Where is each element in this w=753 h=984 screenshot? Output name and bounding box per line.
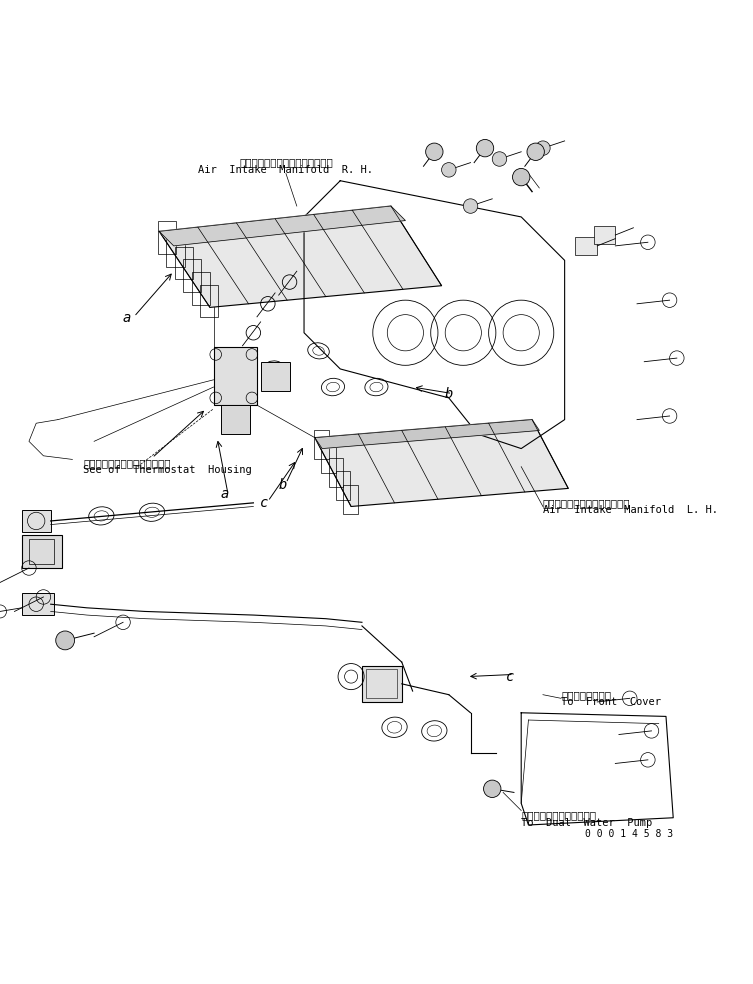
Text: c: c [506, 669, 514, 684]
Bar [166, 234, 184, 267]
Text: フロントカバーヘ: フロントカバーヘ [561, 690, 611, 700]
Bar [192, 273, 210, 305]
Text: 0 0 0 1 4 5 8 3: 0 0 0 1 4 5 8 3 [585, 830, 673, 839]
Circle shape [527, 143, 544, 160]
Bar [314, 430, 328, 460]
Text: To  Dual  Water  Pump: To Dual Water Pump [521, 818, 652, 828]
Text: Air  Intake  Manifold  R. H.: Air Intake Manifold R. H. [199, 165, 373, 175]
Bar [336, 471, 350, 500]
Circle shape [425, 143, 443, 160]
Text: See of  Thermostat  Housing: See of Thermostat Housing [84, 465, 252, 475]
Polygon shape [159, 206, 405, 246]
Text: エアーインテークマニホールド右: エアーインテークマニホールド右 [239, 157, 333, 167]
Text: サーモスタットハウジング参照: サーモスタットハウジング参照 [84, 458, 171, 468]
Bar [365, 669, 398, 699]
Text: デュアルウォータポンプヘ: デュアルウォータポンプヘ [521, 811, 596, 821]
Circle shape [441, 162, 456, 177]
Bar [22, 510, 50, 531]
Text: エアーインテークマニホール左: エアーインテークマニホール左 [543, 498, 630, 508]
Bar [221, 405, 250, 434]
Text: a: a [123, 311, 131, 326]
Bar [184, 260, 202, 292]
Circle shape [492, 152, 507, 166]
Bar [22, 593, 54, 615]
Bar [322, 444, 336, 473]
Bar [575, 237, 597, 255]
Polygon shape [315, 419, 539, 449]
Circle shape [56, 631, 75, 649]
Bar [362, 666, 402, 702]
Bar [200, 284, 218, 318]
Text: b: b [278, 478, 286, 492]
Bar [328, 458, 343, 486]
Text: To  Front  Cover: To Front Cover [561, 697, 661, 707]
Bar [261, 362, 290, 391]
Bar [593, 226, 615, 244]
Circle shape [535, 141, 550, 155]
Circle shape [463, 199, 477, 214]
Bar [214, 347, 257, 405]
Text: Air  Intake  Manifold  L. H.: Air Intake Manifold L. H. [543, 505, 718, 515]
Polygon shape [315, 419, 569, 507]
Bar [22, 535, 62, 568]
Text: c: c [260, 496, 268, 510]
Text: b: b [444, 388, 453, 401]
Bar [343, 485, 358, 514]
Circle shape [513, 168, 530, 186]
Bar [29, 539, 54, 565]
Circle shape [477, 140, 494, 156]
Circle shape [483, 780, 501, 797]
Polygon shape [159, 206, 441, 307]
Bar [175, 247, 193, 279]
Bar [158, 221, 176, 254]
Text: a: a [220, 487, 229, 501]
